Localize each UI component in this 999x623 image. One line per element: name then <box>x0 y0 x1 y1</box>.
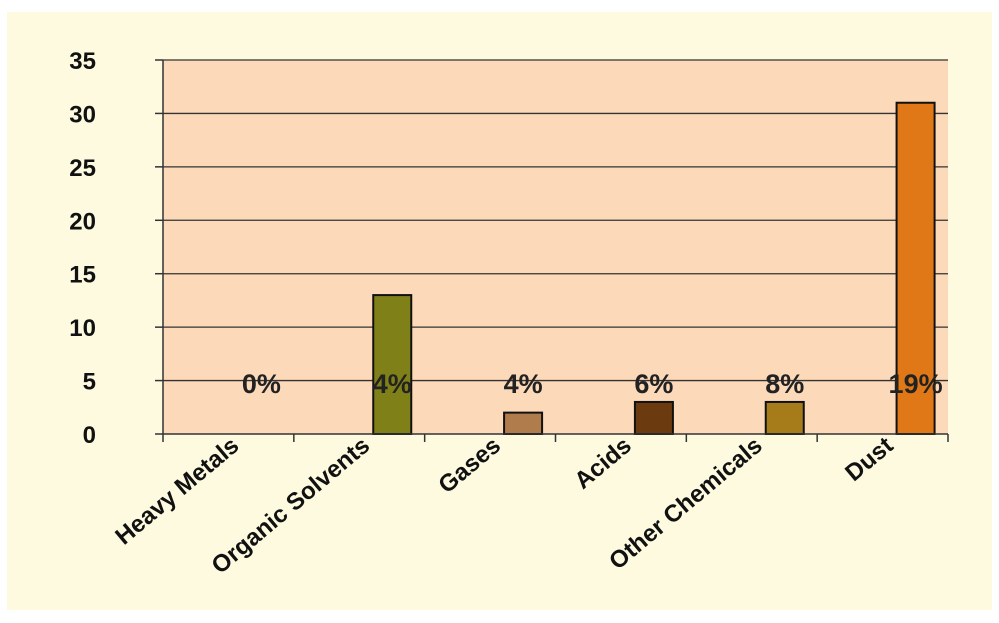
data-labels: 0% 4% 4% 6% 8% 19% <box>242 369 943 399</box>
data-label: 0% <box>242 369 281 399</box>
bar <box>895 101 936 435</box>
y-tick-label: 15 <box>69 262 96 289</box>
y-tick-label: 35 <box>69 48 96 75</box>
bar <box>372 294 413 436</box>
y-tick-label: 0 <box>83 422 96 449</box>
data-label: 19% <box>889 369 943 399</box>
plot-area <box>163 60 948 434</box>
y-axis-tick-labels: 0 5 10 15 20 25 30 35 <box>69 48 96 449</box>
data-label: 4% <box>373 369 412 399</box>
axes <box>155 59 949 442</box>
bar <box>633 400 674 436</box>
gridlines <box>163 59 948 382</box>
y-tick-label: 30 <box>69 101 96 128</box>
y-tick-label: 5 <box>83 369 96 396</box>
data-label: 8% <box>765 369 804 399</box>
y-tick-label: 10 <box>69 315 96 342</box>
y-tick-label: 25 <box>69 155 96 182</box>
bar <box>764 400 805 436</box>
bars <box>372 101 936 436</box>
data-label: 4% <box>504 369 543 399</box>
data-label: 6% <box>634 369 673 399</box>
y-tick-label: 20 <box>69 208 96 235</box>
bar <box>503 411 544 435</box>
